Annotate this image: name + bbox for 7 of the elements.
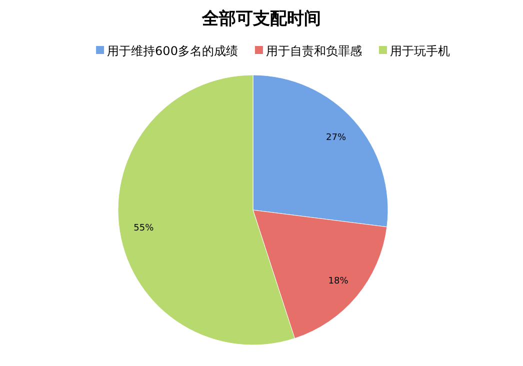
- legend-label: 用于维持600多名的成绩: [107, 44, 238, 58]
- chart-title: 全部可支配时间: [201, 9, 321, 29]
- legend-label: 用于自责和负罪感: [266, 44, 362, 58]
- legend-label: 用于玩手机: [390, 44, 450, 58]
- data-label: 27%: [326, 132, 346, 143]
- data-label: 18%: [328, 276, 349, 287]
- data-label: 55%: [134, 223, 154, 234]
